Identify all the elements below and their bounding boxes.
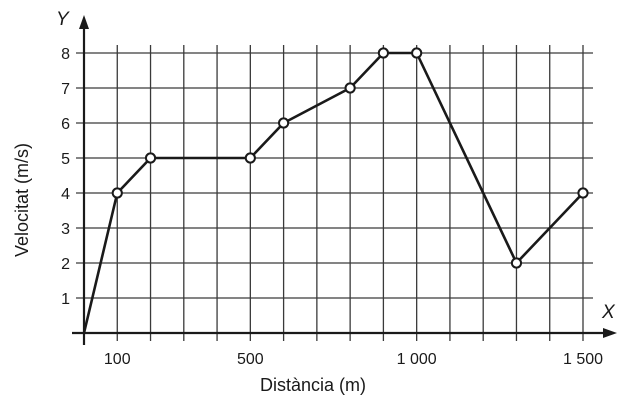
x-axis-letter: X <box>601 302 616 323</box>
y-tick-label: 7 <box>61 81 70 98</box>
data-point <box>510 257 523 269</box>
data-point <box>344 82 356 94</box>
y-tick-label: 2 <box>61 256 70 273</box>
x-tick-label: 500 <box>237 351 264 368</box>
data-point <box>411 47 423 59</box>
x-tick-label: 100 <box>104 351 131 368</box>
data-point <box>577 187 589 199</box>
y-tick-label: 8 <box>61 46 70 63</box>
y-tick-label: 5 <box>61 151 70 168</box>
y-axis-title: Velocitat (m/s) <box>12 143 32 257</box>
x-axis-title: Distància (m) <box>260 375 366 395</box>
series-line <box>82 51 584 334</box>
y-tick-label: 4 <box>61 186 70 203</box>
x-tick-label: 1 500 <box>563 351 603 368</box>
data-point <box>144 152 157 164</box>
y-tick-label: 1 <box>61 291 70 308</box>
grid <box>76 45 593 341</box>
series <box>82 47 589 334</box>
x-tick-label: 1 000 <box>397 351 437 368</box>
y-axis-arrow <box>79 15 89 29</box>
tick-labels: 100 500 1 000 1 500 1 2 3 4 5 6 7 8 <box>61 46 603 368</box>
axes <box>72 15 617 345</box>
data-point <box>278 117 290 129</box>
data-point <box>111 187 123 199</box>
data-point <box>377 47 389 59</box>
y-axis-letter: Y <box>56 9 70 30</box>
y-tick-label: 6 <box>61 116 70 133</box>
x-axis-arrow <box>603 328 617 338</box>
axis-labels: X Y Distància (m) Velocitat (m/s) <box>12 9 616 395</box>
y-tick-label: 3 <box>61 221 70 238</box>
data-point <box>244 152 256 164</box>
